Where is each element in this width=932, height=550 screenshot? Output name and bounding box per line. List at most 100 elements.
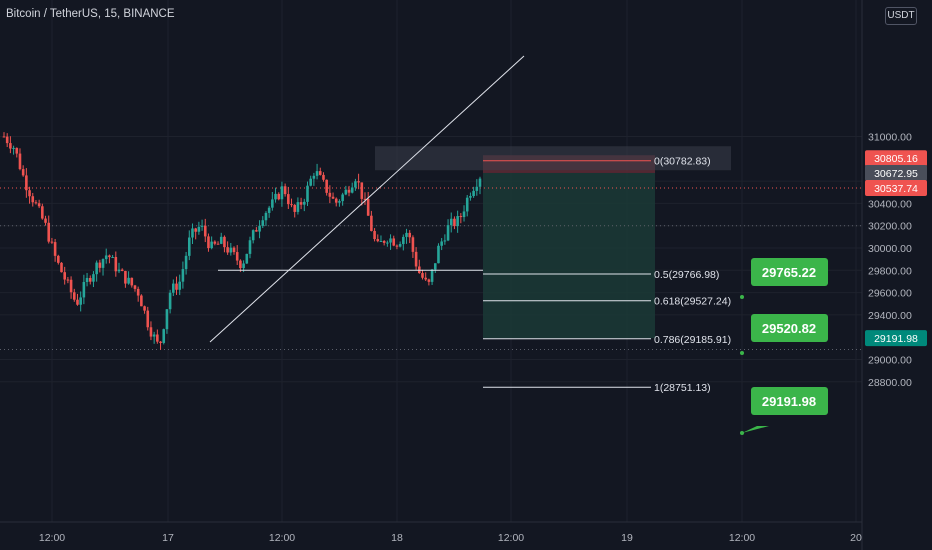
x-tick-5: 19 (621, 532, 633, 544)
candle-body (178, 281, 182, 290)
candle-body (443, 240, 447, 242)
candle (392, 235, 396, 247)
symbol-title[interactable]: Bitcoin / TetherUS, 15, BINANCE (6, 8, 175, 20)
candle-body (293, 205, 297, 212)
candle (245, 253, 249, 264)
candle (63, 266, 66, 285)
candle (421, 269, 424, 280)
y-tick-0: 31000.00 (868, 132, 912, 144)
candle (229, 242, 233, 256)
candle (124, 270, 127, 288)
candle (88, 275, 92, 285)
candle-body (181, 269, 185, 282)
candle-body (95, 262, 98, 275)
candle (440, 237, 443, 251)
fib-label-2: 0.618(29527.24) (654, 296, 731, 308)
candle (197, 221, 201, 235)
candle-body (421, 273, 424, 278)
candle (127, 271, 130, 285)
candle (92, 271, 95, 288)
candle (449, 212, 453, 233)
candle (251, 229, 255, 244)
candle-body (165, 309, 169, 330)
x-tick-1: 17 (162, 532, 174, 544)
candle-body (363, 198, 367, 200)
candle (465, 194, 469, 217)
price-label-0: 30805.16 (874, 153, 918, 165)
candle-body (200, 225, 204, 227)
candle (95, 260, 98, 282)
candle-body (101, 259, 105, 268)
candle (443, 234, 447, 245)
candle (12, 145, 15, 155)
candle-body (175, 283, 178, 290)
candle (478, 176, 482, 195)
candle (248, 236, 252, 259)
candle (446, 219, 450, 242)
candle (9, 136, 12, 154)
candle (456, 210, 459, 233)
candle-body (162, 329, 166, 343)
candle (363, 192, 367, 205)
candle-body (232, 247, 236, 253)
callout-dot-2 (740, 431, 744, 435)
candle-body (168, 292, 172, 310)
candle-body (306, 185, 309, 202)
x-tick-7: 20 (850, 532, 862, 544)
callout-dot-1 (740, 351, 744, 355)
candle-body (248, 240, 252, 254)
candle-body (242, 263, 245, 269)
candle-body (223, 236, 226, 248)
candle (366, 191, 370, 216)
candle (433, 263, 437, 273)
candle (258, 220, 261, 239)
candle-body (12, 147, 15, 149)
candle-body (47, 222, 51, 242)
callout-box-0 (751, 258, 828, 286)
candle (347, 185, 351, 197)
candle (280, 181, 284, 207)
candle (376, 234, 380, 243)
candle (5, 133, 9, 148)
candle-body (280, 186, 284, 200)
candle-body (287, 194, 290, 205)
price-label-3: 29191.98 (874, 333, 918, 345)
candle (267, 205, 271, 218)
candle (293, 203, 297, 218)
candle (130, 277, 134, 288)
candle-body (98, 262, 102, 268)
x-tick-4: 12:00 (498, 532, 524, 544)
candle (354, 178, 357, 191)
candle (108, 254, 111, 264)
candle-body (124, 270, 127, 284)
candle (239, 259, 242, 272)
candle (85, 272, 89, 287)
x-tick-0: 12:00 (39, 532, 65, 544)
callout-dot-0 (740, 295, 744, 299)
candle-body (191, 228, 194, 238)
y-tick-9: 28800.00 (868, 377, 912, 389)
candle-body (258, 225, 261, 232)
candle (172, 279, 175, 297)
candle (475, 179, 479, 196)
candle (50, 237, 54, 244)
candle-body (405, 232, 408, 237)
candle-body (264, 212, 268, 221)
candle-body (459, 216, 463, 218)
candle-body (120, 269, 124, 271)
candle-body (210, 241, 213, 249)
candle (344, 185, 348, 196)
candle (408, 230, 412, 244)
candle (140, 294, 143, 307)
currency-button[interactable]: USDT (885, 7, 917, 25)
price-label-bg-1 (865, 164, 927, 181)
candle (271, 192, 274, 211)
candle-body (25, 175, 28, 191)
price-label-bg-0 (865, 150, 927, 167)
candle-body (114, 257, 118, 272)
candle (370, 210, 373, 232)
candle (44, 215, 47, 226)
trend-line (209, 55, 525, 343)
candle (165, 308, 169, 334)
